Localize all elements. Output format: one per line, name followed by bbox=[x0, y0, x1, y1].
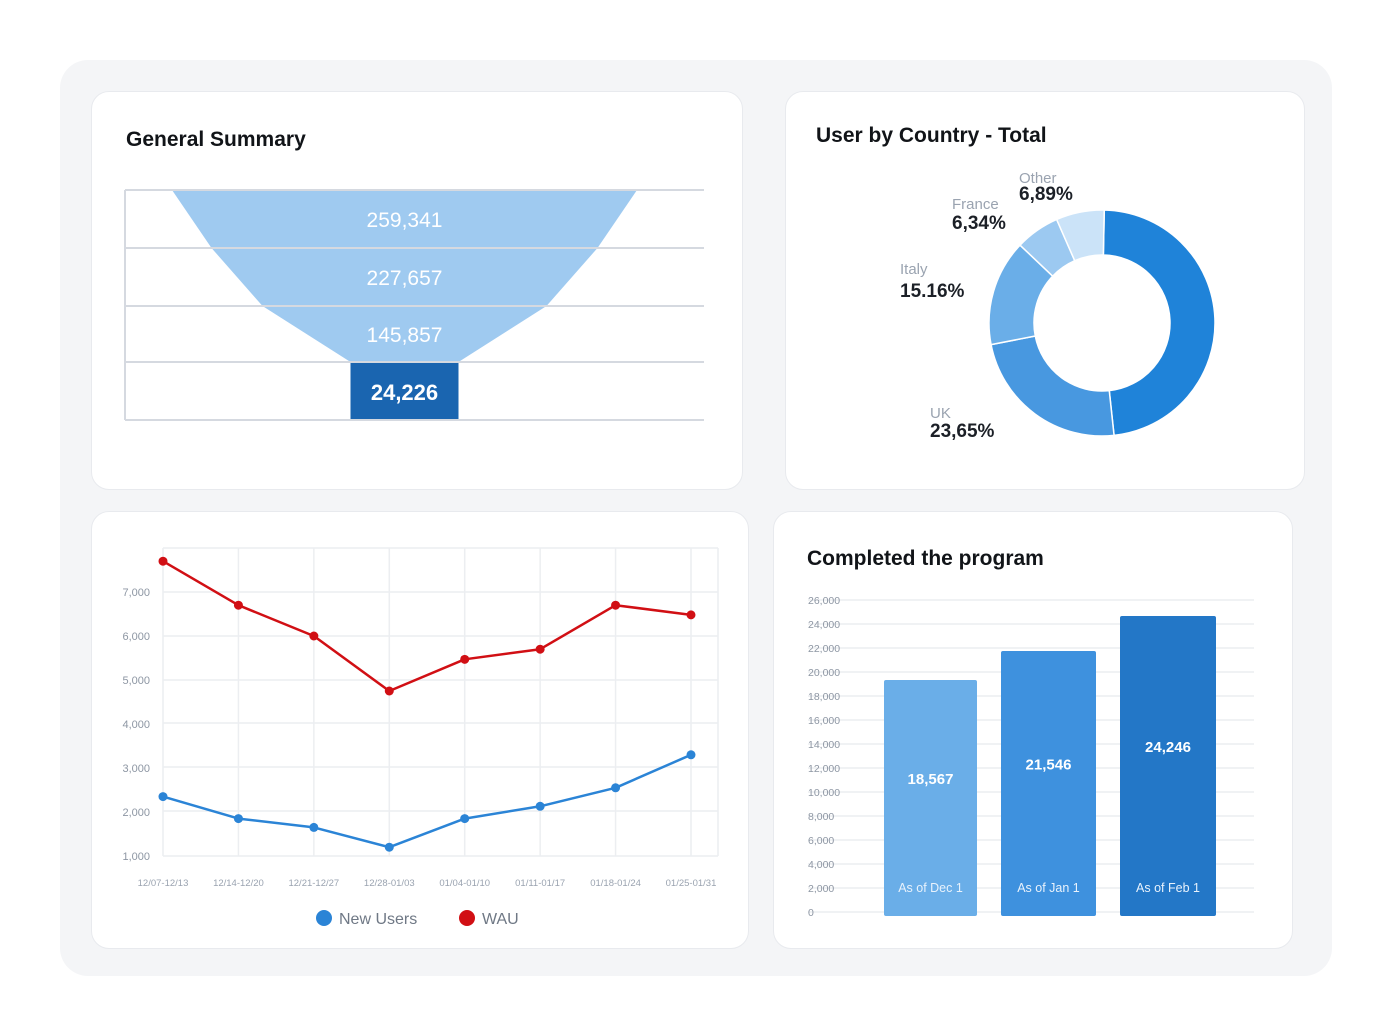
line-series-point bbox=[686, 610, 696, 620]
line-y-tick-label: 6,000 bbox=[122, 631, 150, 643]
line-x-tick-label: 01/25-01/31 bbox=[666, 878, 717, 889]
line-series-point bbox=[460, 654, 470, 664]
line-series-point bbox=[535, 801, 545, 811]
line-series-point bbox=[384, 686, 394, 696]
line-y-tick-label: 4,000 bbox=[122, 719, 150, 731]
line-y-tick-label: 7,000 bbox=[122, 587, 150, 599]
funnel-stage-value: 227,657 bbox=[367, 267, 443, 290]
bar bbox=[1120, 616, 1216, 916]
general-summary-title: General Summary bbox=[126, 128, 306, 151]
bar-y-tick-label: 20,000 bbox=[808, 667, 840, 679]
donut-slice bbox=[990, 335, 1115, 437]
line-series-path bbox=[162, 753, 692, 849]
user-by-country-card bbox=[785, 91, 1305, 490]
bar-y-tick-label: 18,000 bbox=[808, 691, 840, 703]
line-series-path bbox=[162, 560, 692, 693]
line-series-point bbox=[309, 822, 319, 832]
donut-label: Italy bbox=[900, 261, 928, 278]
bar-y-tick-label: 6,000 bbox=[808, 835, 834, 847]
bar-y-tick-label: 26,000 bbox=[808, 595, 840, 607]
completed-program-title: Completed the program bbox=[807, 547, 1044, 570]
donut-percent: 15.16% bbox=[900, 281, 965, 302]
donut-slice bbox=[1102, 209, 1216, 437]
bar-y-tick-label: 10,000 bbox=[808, 787, 840, 799]
donut-label: France bbox=[952, 196, 999, 213]
bar-y-tick-label: 16,000 bbox=[808, 715, 840, 727]
line-series-point bbox=[158, 792, 168, 802]
legend-marker bbox=[459, 910, 475, 926]
bar-category-label: As of Dec 1 bbox=[898, 881, 963, 895]
donut-percent: 23,65% bbox=[930, 421, 995, 442]
bar-y-tick-label: 8,000 bbox=[808, 811, 834, 823]
donut-percent: 6,34% bbox=[952, 213, 1006, 234]
funnel-stage-value: 259,341 bbox=[367, 209, 443, 232]
funnel-shape bbox=[172, 190, 637, 362]
line-series-point bbox=[611, 600, 621, 610]
line-x-tick-label: 12/21-12/27 bbox=[288, 878, 339, 889]
bar bbox=[1001, 651, 1096, 916]
bar-value-label: 24,246 bbox=[1145, 739, 1191, 756]
line-y-tick-label: 3,000 bbox=[122, 763, 150, 775]
line-series-point bbox=[535, 644, 545, 654]
legend-marker bbox=[316, 910, 332, 926]
line-x-tick-label: 12/07-12/13 bbox=[138, 878, 189, 889]
line-series-point bbox=[233, 814, 243, 824]
donut-slice bbox=[1055, 209, 1106, 262]
line-y-tick-label: 5,000 bbox=[122, 675, 150, 687]
donut-label: Other bbox=[1019, 170, 1057, 187]
bar-y-tick-label: 0 bbox=[808, 907, 814, 919]
bar bbox=[884, 680, 977, 916]
line-series-point bbox=[233, 600, 243, 610]
line-x-tick-label: 01/04-01/10 bbox=[439, 878, 490, 889]
funnel-stage-value: 24,226 bbox=[371, 380, 438, 405]
bar-y-tick-label: 24,000 bbox=[808, 619, 840, 631]
bar-value-label: 21,546 bbox=[1026, 757, 1072, 774]
legend-label: WAU bbox=[482, 911, 519, 928]
bar-y-tick-label: 22,000 bbox=[808, 643, 840, 655]
funnel-final-stage bbox=[350, 362, 459, 420]
bar-y-tick-label: 12,000 bbox=[808, 763, 840, 775]
bar-category-label: As of Jan 1 bbox=[1017, 881, 1080, 895]
user-by-country-title: User by Country - Total bbox=[816, 124, 1047, 147]
bar-y-tick-label: 14,000 bbox=[808, 739, 840, 751]
line-series-point bbox=[686, 750, 696, 760]
bar-y-tick-label: 4,000 bbox=[808, 859, 834, 871]
line-x-tick-label: 01/18-01/24 bbox=[590, 878, 641, 889]
donut-label: UK bbox=[930, 405, 951, 422]
legend-label: New Users bbox=[339, 911, 417, 928]
bar-value-label: 18,567 bbox=[908, 771, 954, 788]
line-series-point bbox=[611, 783, 621, 793]
donut-percent: 6,89% bbox=[1019, 184, 1073, 205]
line-x-tick-label: 12/14-12/20 bbox=[213, 878, 264, 889]
funnel-stage-value: 145,857 bbox=[367, 324, 443, 347]
bar-y-tick-label: 2,000 bbox=[808, 883, 834, 895]
line-y-tick-label: 1,000 bbox=[122, 851, 150, 863]
line-series-point bbox=[460, 814, 470, 824]
line-series-point bbox=[384, 842, 394, 852]
line-y-tick-label: 2,000 bbox=[122, 807, 150, 819]
line-x-tick-label: 12/28-01/03 bbox=[364, 878, 415, 889]
line-x-tick-label: 01/11-01/17 bbox=[515, 878, 565, 889]
line-series-point bbox=[309, 631, 319, 641]
bar-category-label: As of Feb 1 bbox=[1136, 881, 1200, 895]
line-series-point bbox=[158, 556, 168, 566]
